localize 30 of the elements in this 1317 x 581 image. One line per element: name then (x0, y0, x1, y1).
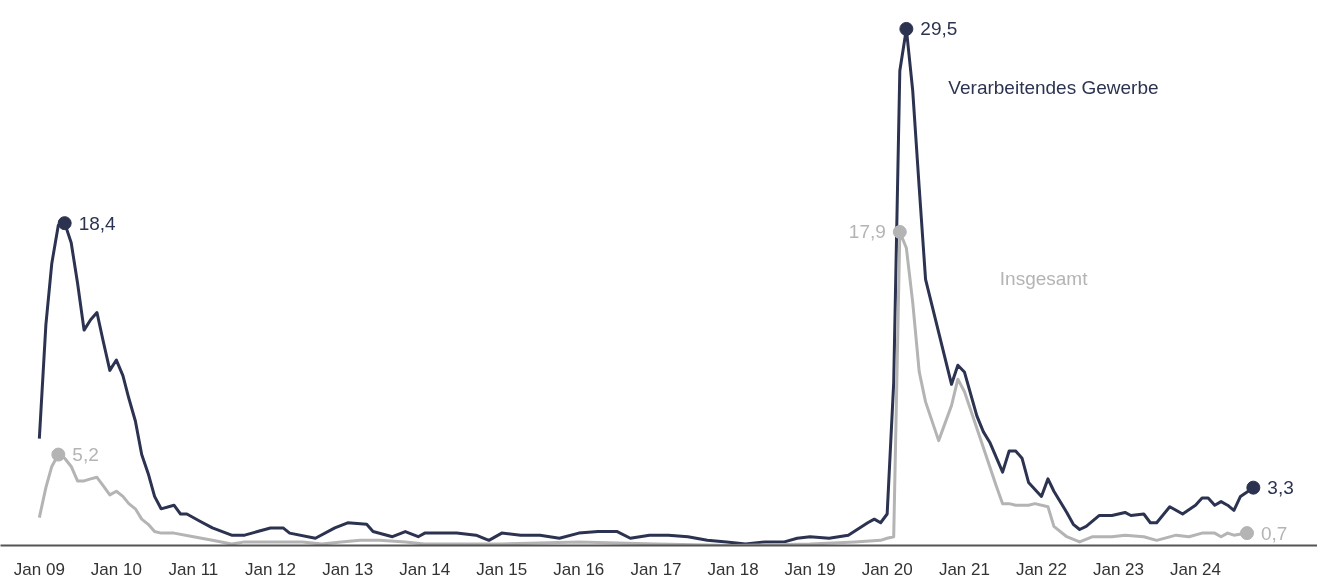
x-tick-label: Jan 20 (861, 559, 913, 579)
x-tick-label: Jan 21 (938, 559, 990, 579)
annotation: 18,4 (78, 212, 117, 234)
annotation: 29,5 (920, 18, 958, 40)
x-tick-label: Jan 09 (13, 559, 65, 579)
x-tick-label: Jan 22 (1015, 559, 1067, 579)
x-tick-label: Jan 14 (399, 559, 451, 579)
x-tick-label: Jan 18 (707, 559, 759, 579)
x-tick-label: Jan 24 (1169, 559, 1222, 579)
series-label: Verarbeitendes Gewerbe (948, 77, 1159, 99)
annotation: 5,2 (72, 444, 99, 466)
text: Insgesamt (999, 268, 1089, 290)
x-tick-label: Jan 17 (630, 559, 682, 579)
point (51, 447, 66, 462)
point (1240, 526, 1255, 541)
annotation: 17,9 (848, 221, 886, 243)
point (899, 21, 914, 36)
annotation: 0,7 (1261, 522, 1288, 544)
x-tick-label: Jan 10 (90, 559, 142, 579)
point (57, 216, 72, 231)
x-tick-label: Jan 11 (168, 559, 219, 579)
point (892, 224, 907, 239)
annotation: 3,3 (1267, 477, 1294, 499)
x-tick-label: Jan 15 (476, 559, 528, 579)
x-tick-label: Jan 23 (1092, 559, 1144, 579)
x-tick-label: Jan 19 (784, 559, 836, 579)
point (1246, 480, 1261, 495)
x-tick-label: Jan 13 (322, 559, 374, 579)
x-tick-label: Jan 12 (244, 559, 296, 579)
x-tick-label: Jan 16 (553, 559, 605, 579)
